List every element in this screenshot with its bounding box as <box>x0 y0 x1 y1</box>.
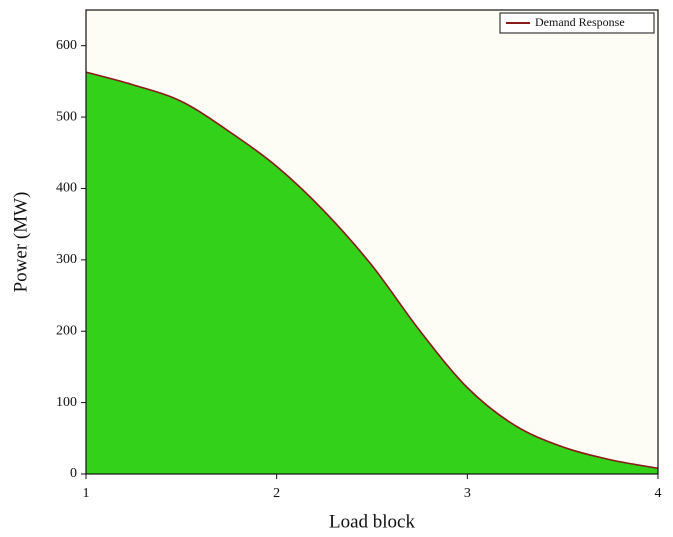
y-axis-label: Power (MW) <box>10 192 31 293</box>
line <box>85 71 659 470</box>
x-tick-label: 4 <box>655 486 662 501</box>
y-tick-label: 0 <box>70 466 77 481</box>
y-tick-label: 200 <box>56 323 77 338</box>
y-tick-label: 100 <box>56 395 77 410</box>
x-tick-label: 2 <box>273 486 280 501</box>
y-tick-label: 500 <box>56 109 77 124</box>
y-tick-label: 400 <box>56 181 77 196</box>
x-axis-label: Load block <box>329 511 416 532</box>
legend-label: Demand Response <box>535 15 625 29</box>
legend-box <box>499 12 655 34</box>
x-tick-label: 3 <box>464 486 471 501</box>
y-tick-label: 300 <box>56 252 77 267</box>
area <box>86 72 658 474</box>
x-tick-label: 1 <box>83 486 90 501</box>
y-tick-label: 600 <box>56 38 77 53</box>
plot-frame <box>85 9 659 475</box>
